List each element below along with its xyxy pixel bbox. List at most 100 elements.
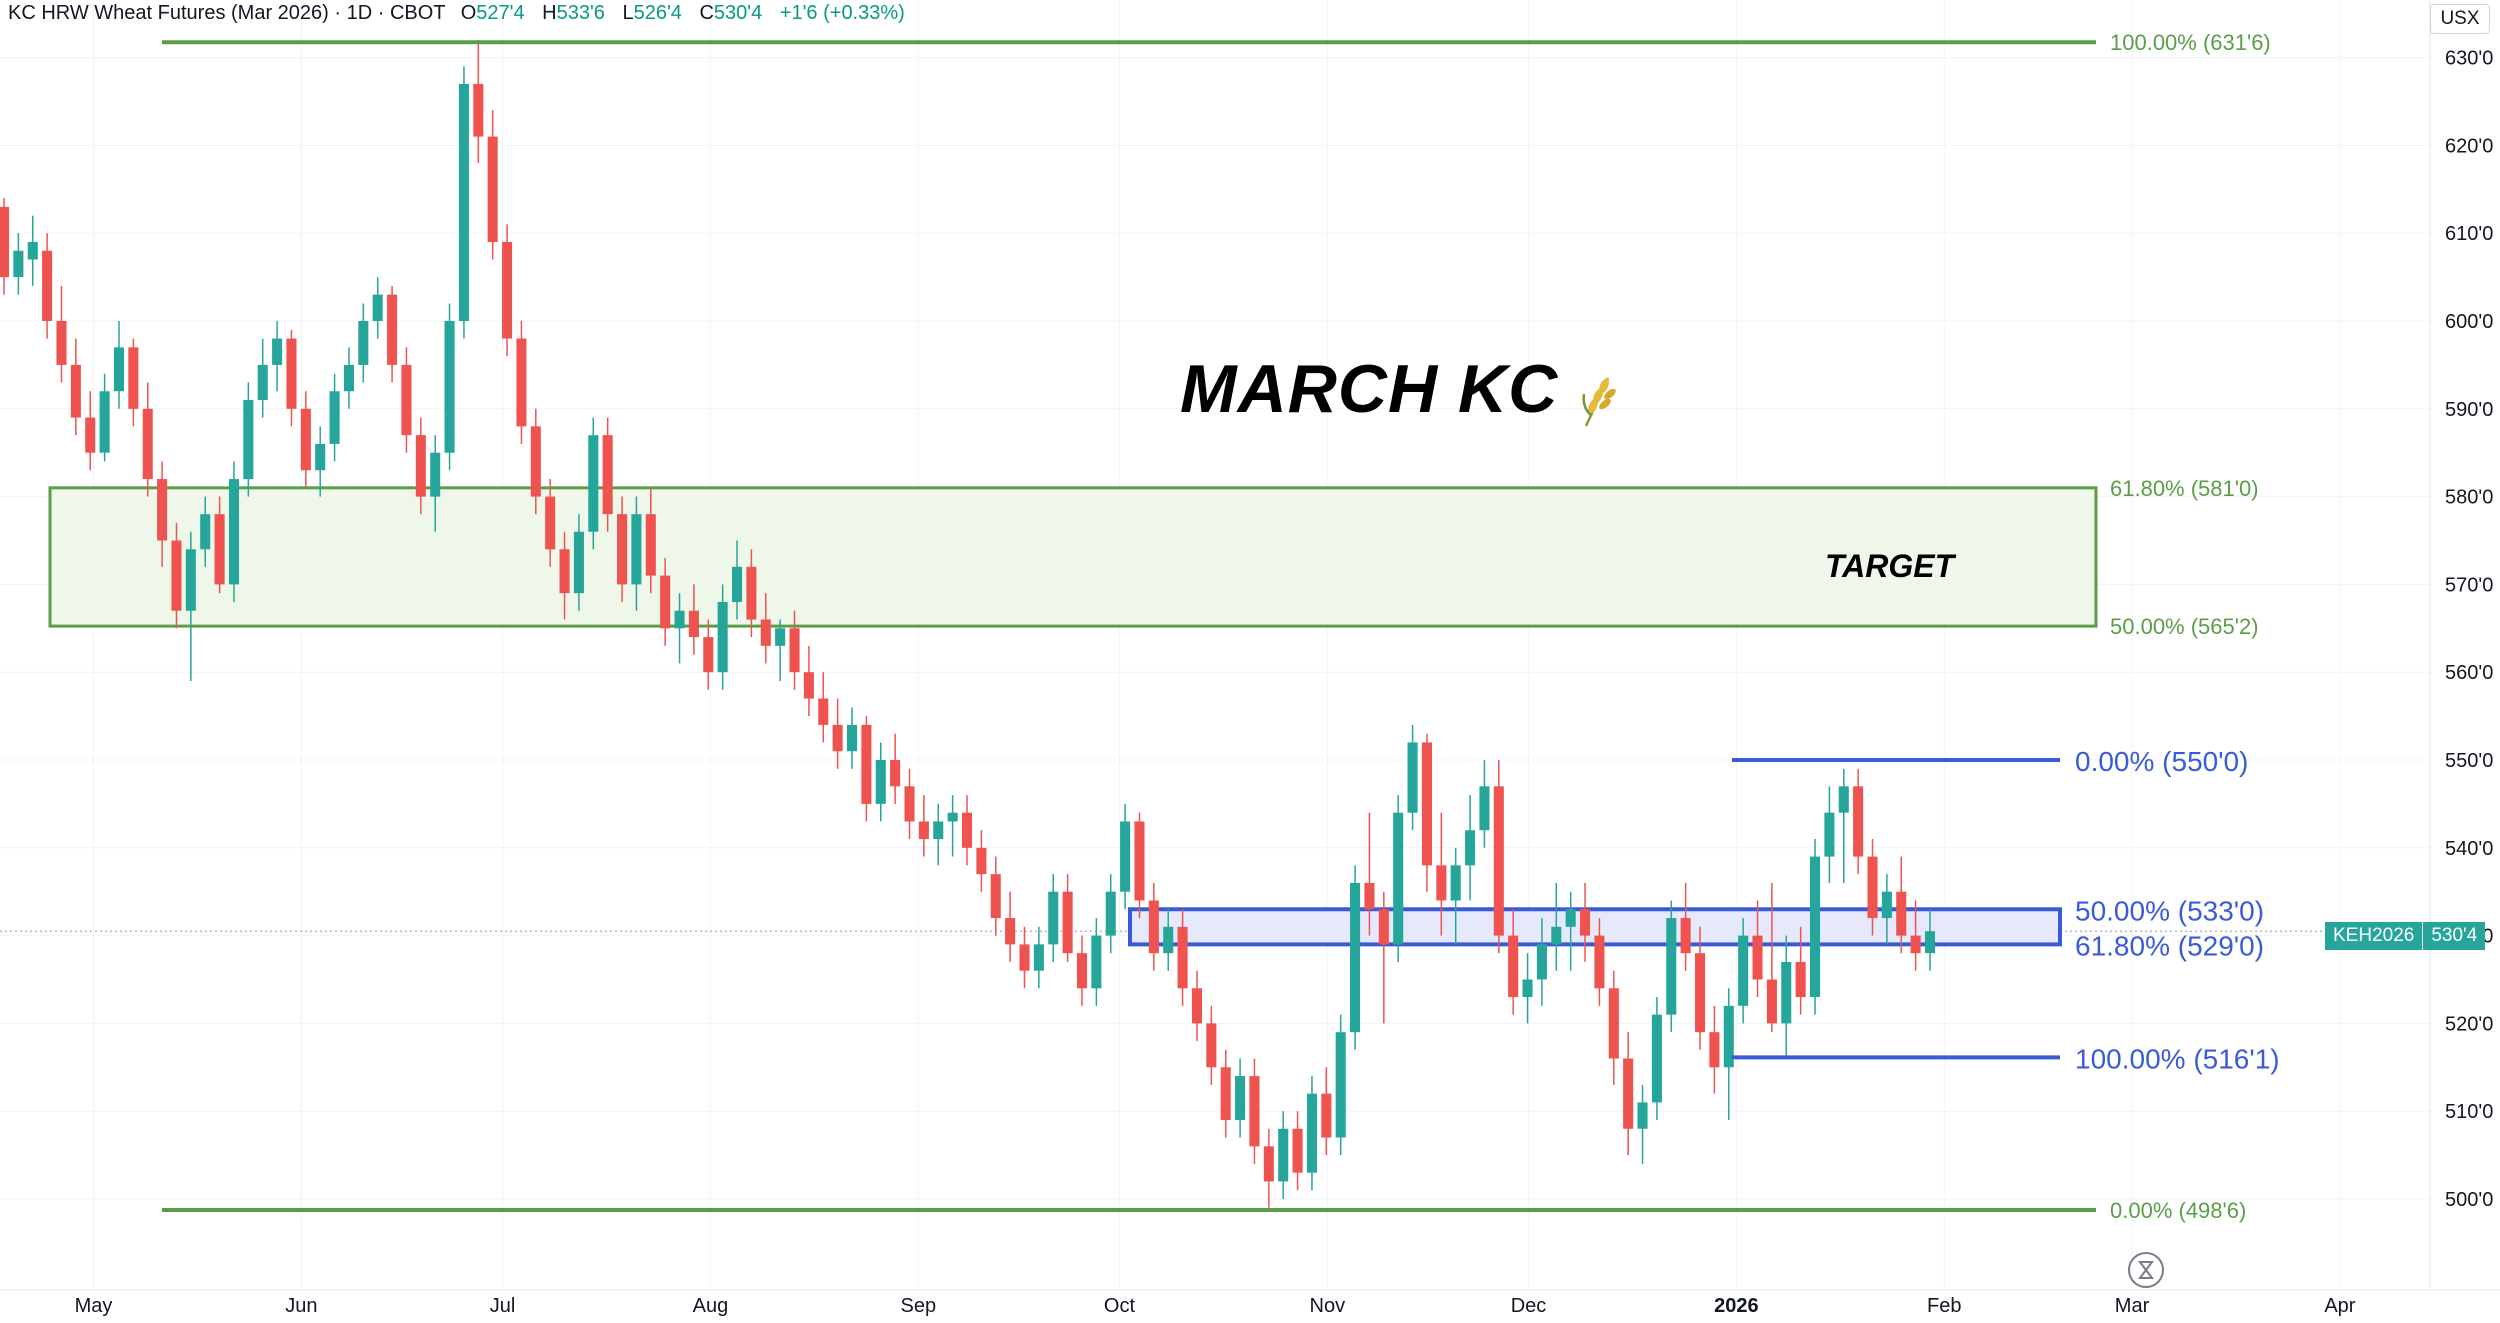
candle[interactable] — [846, 707, 858, 769]
candle[interactable] — [1206, 1005, 1217, 1085]
candle[interactable] — [1896, 856, 1907, 954]
candle[interactable] — [904, 768, 915, 840]
candle[interactable] — [746, 549, 757, 638]
candle[interactable] — [961, 795, 973, 866]
candle[interactable] — [1795, 926, 1806, 1015]
replay-clock-icon[interactable] — [2128, 1252, 2164, 1288]
candle[interactable] — [1637, 1084, 1648, 1164]
candle[interactable] — [1436, 812, 1447, 936]
candle[interactable] — [875, 742, 886, 822]
candle[interactable] — [1306, 1076, 1317, 1191]
candle[interactable] — [473, 40, 484, 163]
candle[interactable] — [358, 303, 369, 383]
candle[interactable] — [832, 698, 843, 769]
candle[interactable] — [1694, 926, 1706, 1050]
candle[interactable] — [660, 558, 671, 646]
candle[interactable] — [1019, 926, 1030, 989]
candle[interactable] — [1608, 970, 1619, 1085]
candle[interactable] — [185, 531, 196, 681]
candle[interactable] — [631, 496, 642, 611]
candle[interactable] — [487, 110, 498, 260]
candle[interactable] — [645, 487, 656, 594]
candle[interactable] — [717, 584, 728, 690]
candle[interactable] — [214, 496, 225, 594]
candle[interactable] — [516, 321, 527, 444]
candle[interactable] — [947, 795, 958, 857]
candle[interactable] — [760, 593, 771, 664]
candle[interactable] — [1278, 1111, 1289, 1199]
candle[interactable] — [1508, 909, 1519, 1015]
candle[interactable] — [1393, 795, 1404, 962]
candle[interactable] — [430, 435, 441, 532]
candle[interactable] — [789, 610, 800, 690]
candle[interactable] — [387, 285, 398, 383]
candle[interactable] — [1881, 874, 1892, 945]
currency-button[interactable]: USX — [2430, 4, 2490, 34]
candle[interactable] — [1177, 909, 1188, 1006]
candle[interactable] — [502, 224, 513, 357]
candle[interactable] — [113, 321, 125, 409]
candle[interactable] — [444, 303, 455, 471]
candle[interactable] — [200, 496, 211, 567]
candle[interactable] — [1824, 786, 1835, 883]
candle[interactable] — [99, 373, 110, 462]
candle[interactable] — [976, 830, 987, 892]
candle[interactable] — [243, 382, 254, 497]
candle[interactable] — [1249, 1058, 1260, 1164]
candle[interactable] — [1335, 1014, 1346, 1156]
candle[interactable] — [171, 522, 182, 629]
candle[interactable] — [42, 233, 53, 339]
candle[interactable] — [602, 417, 613, 532]
candle[interactable] — [1565, 891, 1576, 971]
candle[interactable] — [1551, 882, 1562, 971]
candle[interactable] — [1924, 909, 1936, 971]
candle[interactable] — [1766, 882, 1777, 1033]
candle[interactable] — [918, 795, 929, 857]
candle[interactable] — [0, 198, 10, 295]
candle[interactable] — [1321, 1067, 1332, 1156]
candle[interactable] — [1076, 935, 1088, 1006]
candle[interactable] — [300, 391, 311, 488]
candle[interactable] — [861, 716, 872, 822]
candle[interactable] — [573, 514, 584, 611]
target-zone[interactable] — [48, 486, 2098, 628]
candle[interactable] — [1838, 768, 1849, 883]
candle[interactable] — [1723, 988, 1734, 1120]
candle[interactable] — [1666, 900, 1677, 1033]
candle[interactable] — [617, 496, 628, 602]
candle[interactable] — [13, 233, 24, 295]
candle[interactable] — [890, 733, 901, 804]
candle[interactable] — [1809, 839, 1821, 1015]
candle[interactable] — [1105, 874, 1116, 954]
candle[interactable] — [27, 215, 38, 286]
candle[interactable] — [458, 66, 469, 339]
candle[interactable] — [157, 461, 168, 567]
candle[interactable] — [1407, 724, 1418, 831]
candle[interactable] — [1148, 882, 1159, 971]
candle[interactable] — [1493, 760, 1504, 954]
candle[interactable] — [1910, 900, 1921, 971]
candle[interactable] — [142, 382, 153, 497]
candle[interactable] — [933, 803, 944, 866]
candle[interactable] — [1867, 839, 1878, 936]
candle[interactable] — [228, 461, 240, 602]
candle[interactable] — [1378, 891, 1389, 1024]
candle[interactable] — [1033, 926, 1044, 989]
candle[interactable] — [70, 338, 81, 436]
candle[interactable] — [1163, 909, 1174, 971]
candle[interactable] — [990, 856, 1001, 936]
candle[interactable] — [315, 426, 326, 497]
candle[interactable] — [1450, 847, 1461, 945]
candle[interactable] — [1853, 768, 1864, 875]
candle[interactable] — [1292, 1111, 1303, 1191]
candle[interactable] — [415, 417, 426, 515]
candle[interactable] — [1364, 812, 1375, 936]
candle[interactable] — [1580, 882, 1591, 962]
candle[interactable] — [530, 408, 541, 515]
candle[interactable] — [343, 347, 354, 409]
candle[interactable] — [1350, 865, 1361, 1050]
candle[interactable] — [1048, 874, 1059, 962]
candle[interactable] — [559, 531, 570, 620]
candle[interactable] — [401, 347, 412, 453]
candle[interactable] — [272, 321, 283, 392]
